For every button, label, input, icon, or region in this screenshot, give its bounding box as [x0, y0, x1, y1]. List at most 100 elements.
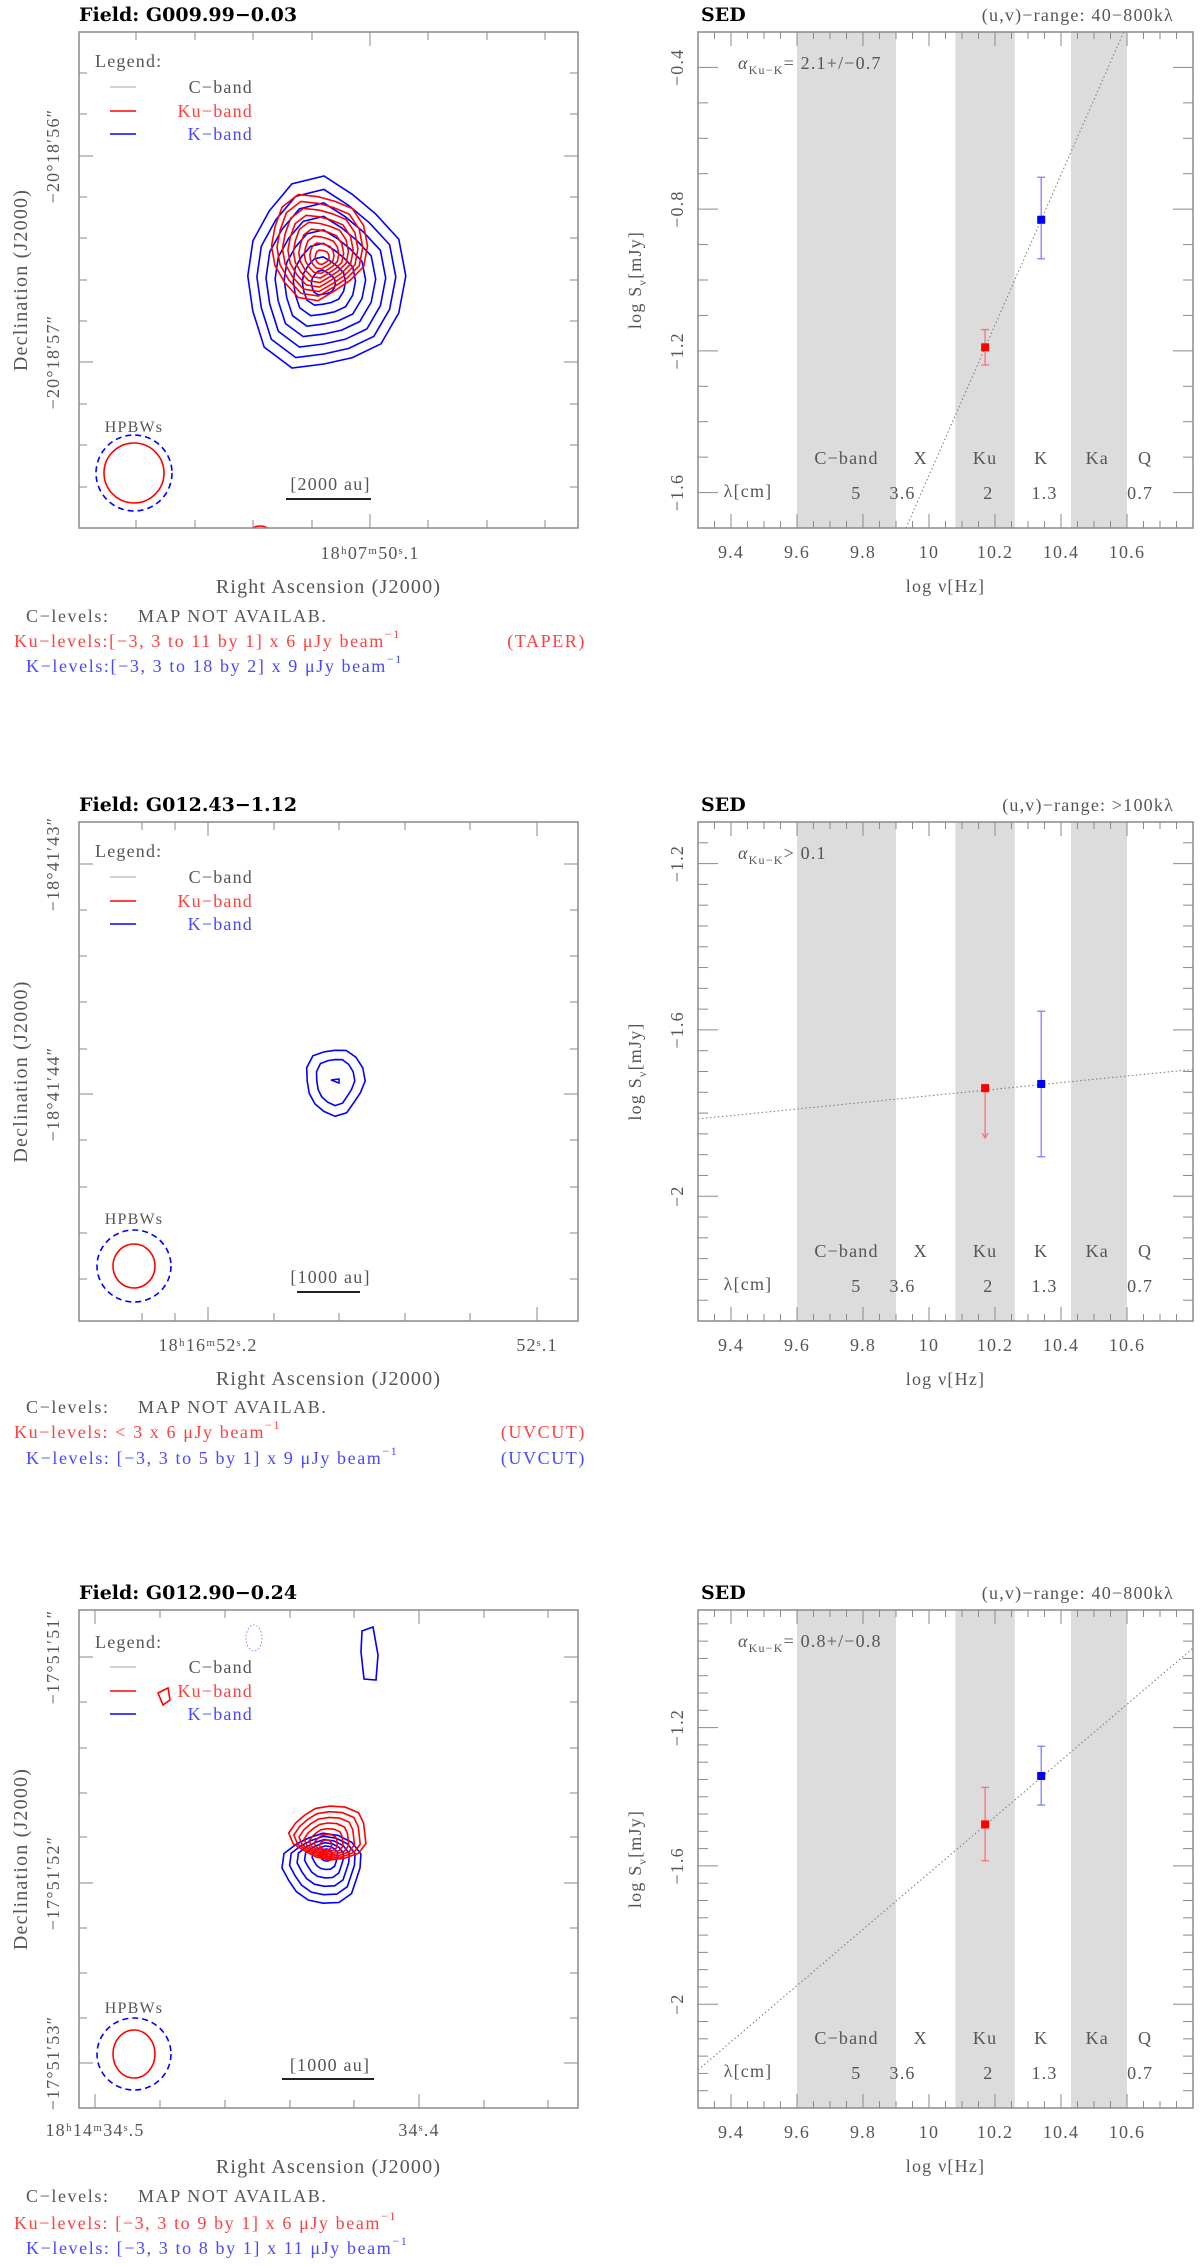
- ra-axis-label: Right Ascension (J2000): [216, 2156, 441, 2178]
- band-label: C−band: [814, 2028, 878, 2048]
- ra-tick-label: 52ˢ.1: [516, 1335, 557, 1355]
- k-band-contour: [265, 202, 387, 348]
- x-tick-label: 10.2: [977, 1335, 1013, 1355]
- band-shade: [1070, 822, 1127, 1321]
- map-panel-1: Field: G009.99−0.03 Legend: C−band Ku−band K…: [10, 4, 584, 676]
- dec-tick-label: −18°41′43″: [43, 817, 63, 912]
- c-levels-value: MAP NOT AVAILAB.: [138, 2186, 327, 2206]
- map-field-title: Field: G012.90−0.24: [79, 1582, 297, 1604]
- k-band-contour: [360, 1625, 379, 1681]
- band-shade: [797, 32, 896, 528]
- ku-levels-note: (UVCUT): [501, 1422, 586, 1443]
- k-band-contour: [246, 175, 407, 369]
- wavelength-label: 1.3: [1031, 483, 1057, 503]
- dec-tick-label: −17°51′51″: [43, 1610, 63, 1705]
- ra-tick-label: 18ʰ07ᵐ50ˢ.1: [320, 543, 419, 563]
- y-axis-label-sub: ν: [635, 1070, 649, 1077]
- k-band-contour: [315, 1058, 356, 1107]
- contour-layer: [305, 1049, 367, 1118]
- k-band-contour: [301, 255, 347, 307]
- alpha-value: > 0.1: [784, 843, 827, 863]
- k-levels-text: K−levels: [−3, 3 to 8 by 1] x 11 μJy bea…: [26, 2238, 392, 2258]
- wavelength-label: 1.3: [1031, 2063, 1057, 2083]
- ku-levels-exponent: −1: [265, 1418, 281, 1432]
- wavelength-label: 3.6: [890, 483, 916, 503]
- y-axis-label-main: log S: [625, 286, 645, 330]
- wavelength-label: 2: [983, 2063, 993, 2083]
- sed-title: SED: [701, 794, 746, 816]
- k-levels: K−levels: [−3, 3 to 8 by 1] x 11 μJy bea…: [26, 2234, 408, 2258]
- c-levels-value: MAP NOT AVAILAB.: [138, 606, 327, 626]
- x-tick-label: 9.6: [784, 542, 810, 562]
- wavelength-title: λ[cm]: [724, 2061, 773, 2081]
- y-tick-label: −1.2: [667, 845, 687, 882]
- x-tick-label: 10.4: [1043, 1335, 1079, 1355]
- ku-band-contour: [314, 249, 331, 266]
- x-tick-label: 10: [919, 542, 939, 562]
- band-label: C−band: [814, 448, 878, 468]
- x-tick-label: 9.8: [850, 542, 876, 562]
- k-levels-text: K−levels: [−3, 3 to 5 by 1] x 9 μJy beam: [26, 1448, 382, 1468]
- uv-range-label: (u,v)−range: 40−800kλ: [982, 1583, 1174, 1604]
- band-label: Q: [1138, 2028, 1152, 2048]
- sed-chart-2: SED (u,v)−range: >100kλ 9.4 9.6 9.8 10 10.2 10.…: [625, 794, 1194, 1389]
- y-axis-label-sub: ν: [635, 279, 649, 286]
- ra-tick-label: 18ʰ14ᵐ34ˢ.5: [45, 2120, 144, 2140]
- legend-label: K−band: [188, 1704, 253, 1724]
- ku-band-contour: [313, 1833, 339, 1853]
- k-levels-exponent: −1: [382, 1444, 398, 1458]
- x-tick-label: 10: [919, 1335, 939, 1355]
- ra-axis-label: Right Ascension (J2000): [216, 576, 441, 598]
- k-levels-exponent: −1: [392, 2234, 408, 2248]
- y-tick-label: −1.2: [667, 1709, 687, 1746]
- band-label: K: [1034, 448, 1048, 468]
- ku-band-contour: [276, 200, 364, 297]
- ku-band-beam: [103, 442, 165, 504]
- spectral-index-label: αKu−K= 2.1+/−0.7: [738, 53, 882, 77]
- k-band-beam: [96, 2017, 172, 2091]
- flux-point: [981, 1820, 990, 1829]
- wavelength-label: 1.3: [1031, 1276, 1057, 1296]
- alpha-value: = 2.1+/−0.7: [784, 53, 882, 73]
- legend-label: Ku−band: [177, 891, 253, 911]
- fit-line: [698, 1647, 1193, 2071]
- ku-levels: Ku−levels:[−3, 3 to 11 by 1] x 6 μJy bea…: [14, 627, 401, 651]
- k-band-contour: [305, 1049, 367, 1118]
- x-axis-label: log ν[Hz]: [906, 2156, 985, 2176]
- y-axis-label-sub: ν: [635, 1858, 649, 1865]
- sed-title: SED: [701, 4, 746, 26]
- c-levels-label: C−levels:: [26, 1397, 110, 1417]
- band-label: K: [1034, 2028, 1048, 2048]
- x-tick-label: 9.6: [784, 2122, 810, 2142]
- k-band-beam: [95, 434, 173, 512]
- ku-levels-text: Ku−levels: < 3 x 6 μJy beam: [14, 1422, 265, 1442]
- c-levels-value: MAP NOT AVAILAB.: [138, 1397, 327, 1417]
- y-tick-label: −2: [667, 1185, 687, 1207]
- wavelength-title: λ[cm]: [724, 481, 773, 501]
- y-axis-label-unit: [mJy]: [625, 1022, 645, 1070]
- ku-levels-text: Ku−levels: [−3, 3 to 9 by 1] x 6 μJy bea…: [14, 2213, 381, 2233]
- dec-tick-label: −20°18′57″: [43, 315, 63, 410]
- flux-point: [1037, 1772, 1046, 1780]
- dec-axis-label: Declination (J2000): [10, 189, 32, 371]
- map-frame: [78, 1609, 579, 2109]
- k-levels-note: (UVCUT): [501, 1448, 586, 1469]
- ku-band-beam: [112, 1243, 156, 1289]
- ku-band-contour: [287, 214, 355, 288]
- wavelength-label: 5: [851, 483, 861, 503]
- x-tick-label: 9.8: [850, 1335, 876, 1355]
- ku-band-contour: [270, 193, 369, 302]
- map-field-title: Field: G012.43−1.12: [79, 794, 297, 816]
- ra-tick-label: 18ʰ16ᵐ52ˢ.2: [158, 1335, 257, 1355]
- band-label: Q: [1138, 448, 1152, 468]
- alpha-value: = 0.8+/−0.8: [784, 1631, 882, 1651]
- band-label: Ku: [973, 448, 997, 468]
- x-tick-label: 10.6: [1109, 1335, 1145, 1355]
- map-frame: [78, 31, 579, 529]
- k-levels-exponent: −1: [387, 652, 403, 666]
- band-label: Ku: [973, 2028, 997, 2048]
- ku-band-contour: [303, 1822, 350, 1856]
- legend-label: C−band: [189, 867, 253, 887]
- alpha-symbol: α: [738, 843, 749, 863]
